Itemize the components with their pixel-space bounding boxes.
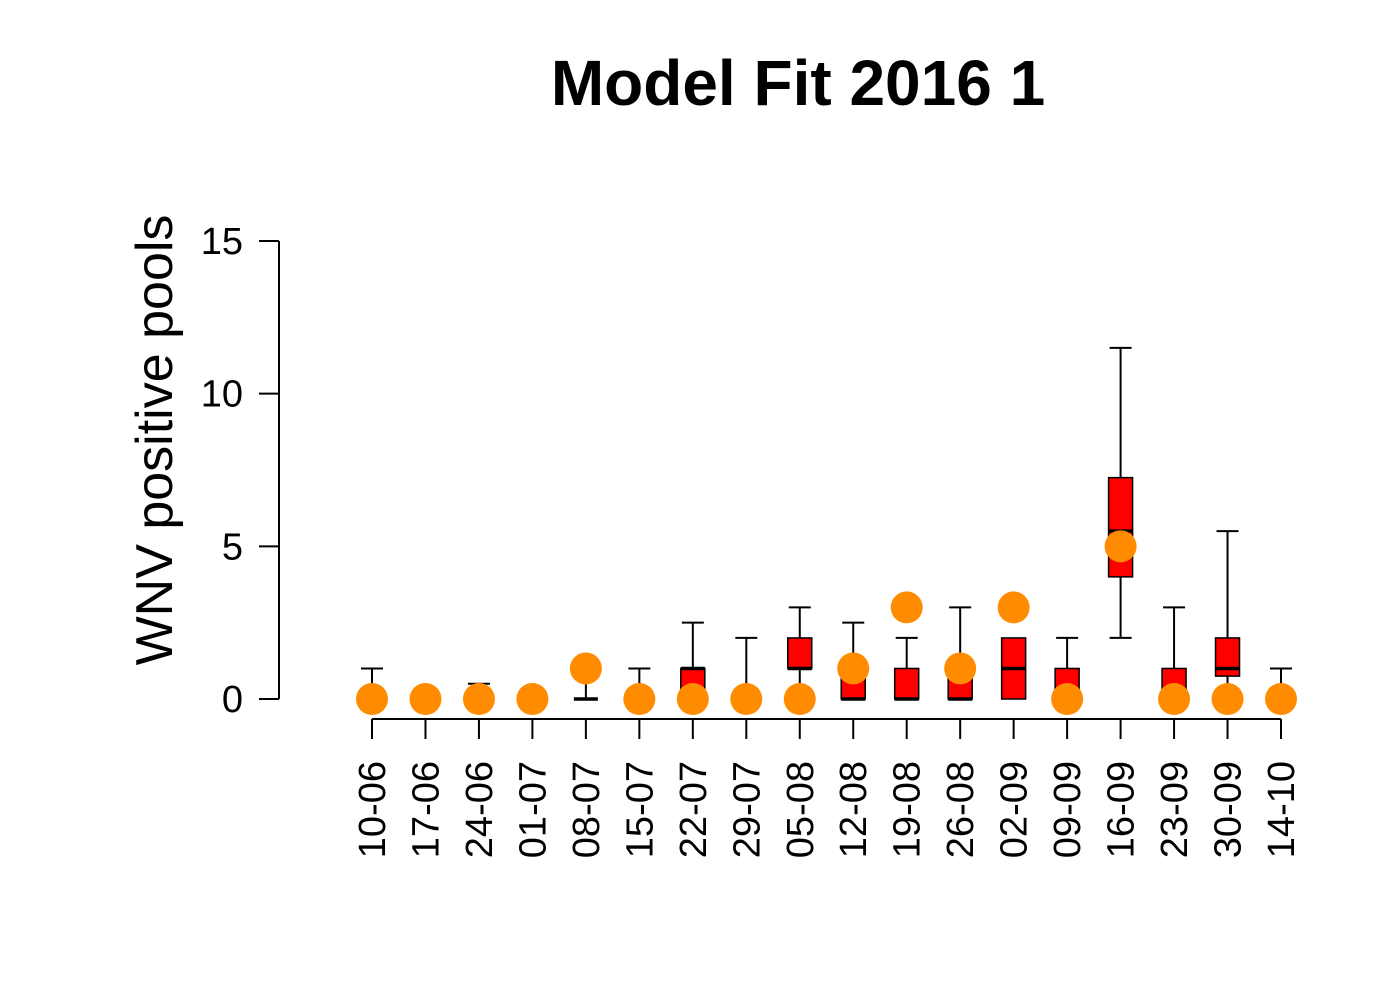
box-16-09 xyxy=(1107,346,1134,639)
x-tick-label: 05-08 xyxy=(780,761,822,858)
x-tick-label: 10-06 xyxy=(352,761,394,858)
x-tick-label: 08-07 xyxy=(566,761,608,858)
box-iqr xyxy=(787,637,813,670)
observed-point-30-09 xyxy=(1211,683,1244,715)
x-tick-label: 01-07 xyxy=(512,761,554,858)
observed-point-19-08 xyxy=(890,591,923,624)
boxplot-series xyxy=(360,346,1293,701)
x-tick-label: 02-09 xyxy=(994,761,1036,858)
x-tick-label: 23-09 xyxy=(1154,761,1196,858)
box-30-09 xyxy=(1214,530,1241,700)
box-iqr xyxy=(1107,476,1134,578)
observed-point-26-08 xyxy=(944,652,977,685)
observed-point-05-08 xyxy=(783,683,816,715)
observed-point-23-09 xyxy=(1158,683,1191,715)
observed-point-02-09 xyxy=(997,591,1030,624)
x-tick-label: 14-10 xyxy=(1261,761,1303,858)
x-tick-label: 15-07 xyxy=(619,761,661,858)
y-tick-label: 15 xyxy=(201,221,243,263)
observed-point-10-06 xyxy=(356,683,388,715)
observed-points xyxy=(356,530,1297,715)
observed-point-01-07 xyxy=(516,683,549,715)
observed-point-14-10 xyxy=(1265,683,1297,715)
x-tick-label: 17-06 xyxy=(405,761,447,858)
x-tick-label: 24-06 xyxy=(459,761,501,858)
observed-point-08-07 xyxy=(569,652,602,685)
y-tick-label: 10 xyxy=(201,374,243,416)
observed-point-29-07 xyxy=(730,683,763,715)
x-tick-label: 16-09 xyxy=(1101,761,1143,858)
x-tick-label: 09-09 xyxy=(1047,761,1089,858)
x-axis: 10-06 17-06 24-06 01-07 08-07 15-07 22-07 29-07… xyxy=(352,718,1303,858)
x-tick-label: 30-09 xyxy=(1208,761,1250,858)
observed-point-09-09 xyxy=(1051,683,1084,715)
observed-point-16-09 xyxy=(1104,530,1137,563)
observed-point-12-08 xyxy=(837,652,870,685)
box-iqr xyxy=(893,667,920,700)
box-19-08 xyxy=(893,636,920,701)
y-tick-label: 5 xyxy=(222,526,243,568)
observed-point-24-06 xyxy=(462,683,495,715)
chart-title: Model Fit 2016 1 xyxy=(551,47,1045,119)
box-02-09 xyxy=(1000,637,1027,700)
x-tick-label: 19-08 xyxy=(887,761,929,858)
y-tick-label: 0 xyxy=(222,679,243,721)
observed-point-17-06 xyxy=(409,683,442,715)
observed-point-15-07 xyxy=(623,683,656,715)
x-tick-label: 29-07 xyxy=(726,761,768,858)
x-tick-label: 26-08 xyxy=(940,761,982,858)
x-tick-label: 12-08 xyxy=(833,761,875,858)
observed-point-22-07 xyxy=(676,683,709,715)
y-axis: 0 5 10 15 xyxy=(201,221,280,721)
x-tick-label: 22-07 xyxy=(673,761,715,858)
y-axis-label: WNV positive pools xyxy=(126,215,184,666)
box-iqr xyxy=(1214,637,1241,677)
